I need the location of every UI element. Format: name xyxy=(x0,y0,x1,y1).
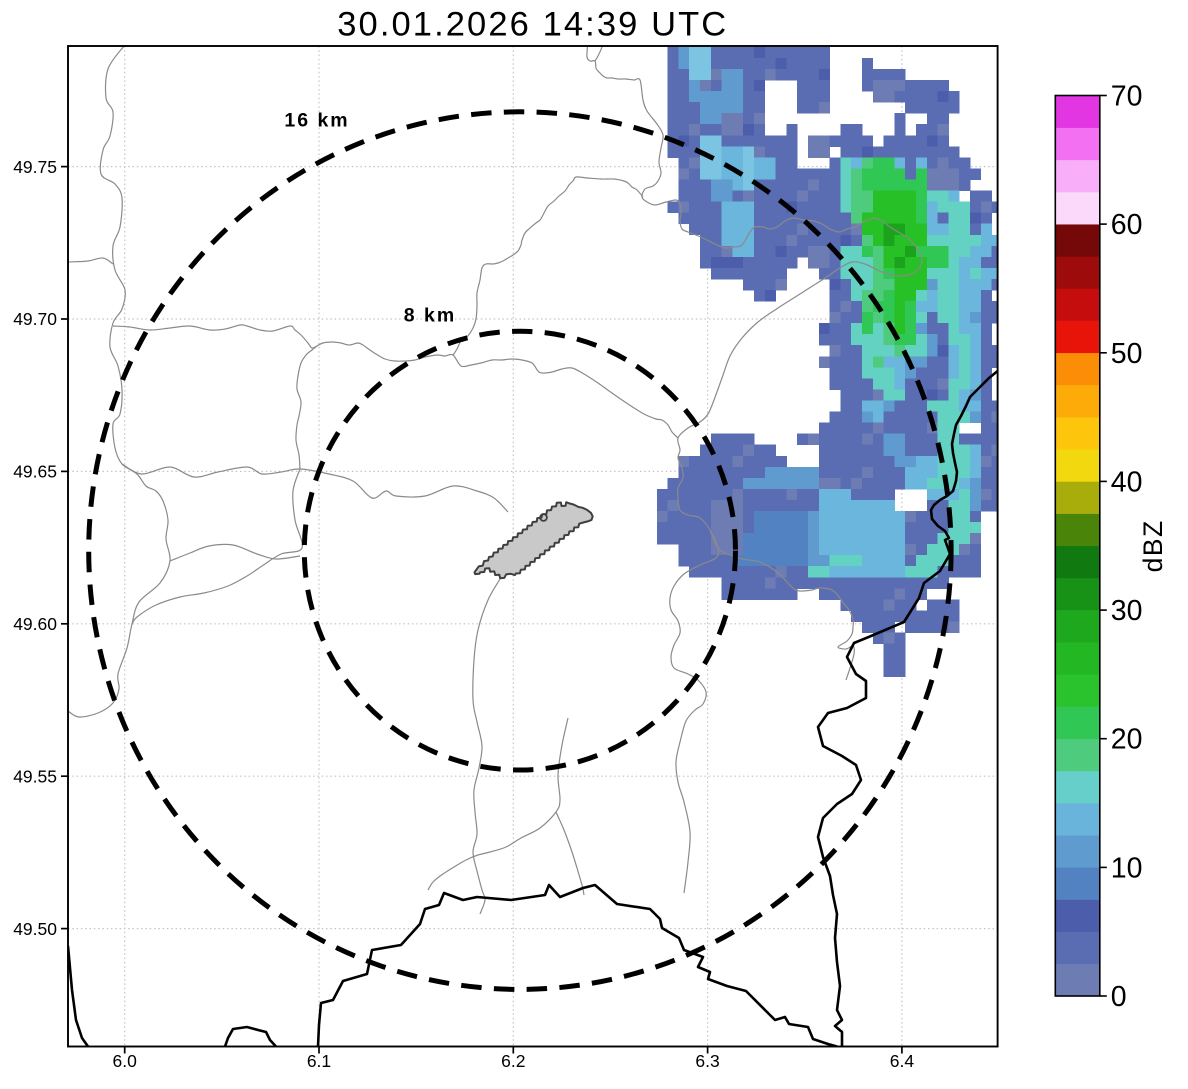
svg-text:16 km: 16 km xyxy=(284,110,349,132)
svg-text:0: 0 xyxy=(1111,981,1127,1013)
svg-text:6.2: 6.2 xyxy=(501,1051,525,1071)
svg-text:50: 50 xyxy=(1111,338,1143,370)
svg-text:49.65: 49.65 xyxy=(13,462,57,482)
svg-text:60: 60 xyxy=(1111,209,1143,241)
svg-text:6.0: 6.0 xyxy=(113,1051,138,1071)
svg-text:8 km: 8 km xyxy=(404,305,456,327)
svg-text:70: 70 xyxy=(1111,81,1143,113)
svg-text:dBZ: dBZ xyxy=(1138,519,1168,572)
svg-text:6.1: 6.1 xyxy=(307,1051,331,1071)
svg-text:6.4: 6.4 xyxy=(890,1051,915,1071)
svg-text:40: 40 xyxy=(1111,466,1143,498)
svg-text:49.60: 49.60 xyxy=(13,614,57,634)
svg-text:49.50: 49.50 xyxy=(13,919,57,939)
svg-text:10: 10 xyxy=(1111,852,1143,884)
svg-text:30: 30 xyxy=(1111,595,1143,627)
svg-text:49.70: 49.70 xyxy=(13,309,57,329)
svg-text:49.55: 49.55 xyxy=(13,766,57,786)
svg-text:20: 20 xyxy=(1111,724,1143,756)
svg-text:6.3: 6.3 xyxy=(695,1051,719,1071)
svg-text:30.01.2026 14:39 UTC: 30.01.2026 14:39 UTC xyxy=(337,6,728,44)
svg-text:49.75: 49.75 xyxy=(13,157,57,177)
